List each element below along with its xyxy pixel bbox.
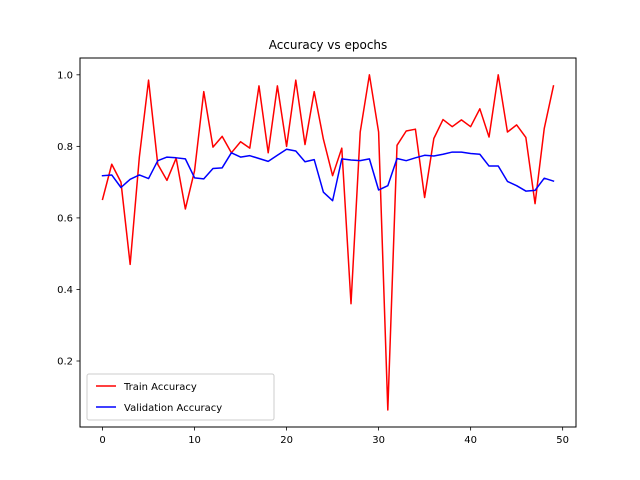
plot-frame (79, 57, 577, 428)
y-tick-label: 1.0 (57, 70, 73, 81)
y-tick-label: 0.4 (57, 285, 73, 296)
series-line-validation (101, 148, 555, 202)
x-axis: 0 10 20 30 40 50 (99, 427, 569, 446)
x-tick-label: 20 (280, 435, 293, 446)
legend-label-train: Train Accuracy (123, 382, 197, 393)
y-tick-label: 0.6 (57, 213, 73, 224)
x-tick-label: 30 (372, 435, 385, 446)
series-line-train (101, 74, 555, 411)
x-tick-label: 50 (556, 435, 569, 446)
legend-label-validation: Validation Accuracy (124, 403, 222, 414)
y-axis: 0.2 0.4 0.6 0.8 1.0 (57, 70, 80, 367)
x-tick-label: 10 (188, 435, 201, 446)
y-tick-label: 0.2 (57, 356, 73, 367)
x-tick-label: 40 (464, 435, 477, 446)
series-layer (101, 74, 555, 411)
legend: Train Accuracy Validation Accuracy (86, 373, 275, 421)
y-tick-label: 0.8 (57, 142, 73, 153)
legend-box (86, 373, 275, 421)
chart-title: Accuracy vs epochs (269, 38, 388, 52)
x-tick-label: 0 (99, 435, 105, 446)
